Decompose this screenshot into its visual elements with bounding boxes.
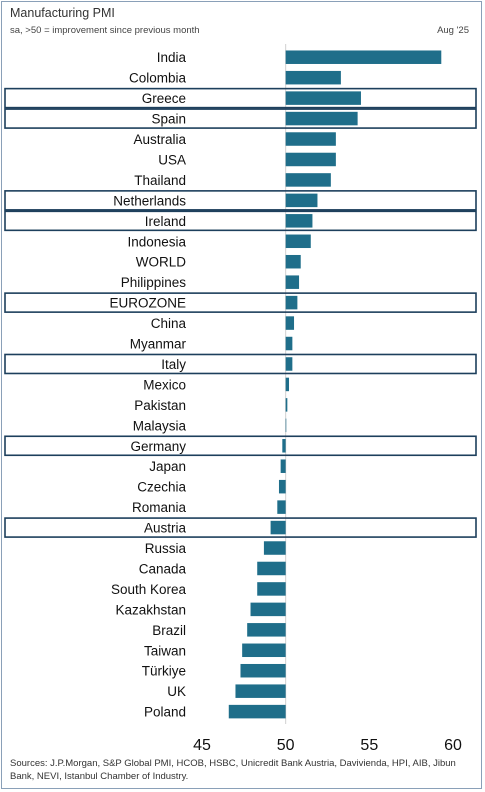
category-label-spain: Spain xyxy=(151,112,186,127)
bar-poland xyxy=(228,704,286,719)
bar-greece xyxy=(285,91,361,105)
highlight-box-netherlands xyxy=(4,190,477,211)
bar-taiwan xyxy=(242,643,286,658)
category-label-mexico: Mexico xyxy=(143,377,186,392)
category-label-taiwan: Taiwan xyxy=(144,643,186,658)
category-label-myanmar: Myanmar xyxy=(130,337,187,352)
x-tick-label-60: 60 xyxy=(444,737,462,754)
category-label-south-korea: South Korea xyxy=(111,582,187,597)
bar-t-rkiye xyxy=(240,663,286,678)
category-label-czechia: Czechia xyxy=(137,480,186,495)
bar-japan xyxy=(280,459,286,473)
bar-eurozone xyxy=(285,295,298,310)
x-tick-label-55: 55 xyxy=(360,737,378,754)
bar-malaysia xyxy=(285,418,287,433)
category-label-philippines: Philippines xyxy=(121,275,187,290)
category-label-t-rkiye: Türkiye xyxy=(142,664,186,679)
bar-mexico xyxy=(285,377,290,392)
bar-china xyxy=(285,316,295,330)
bar-spain xyxy=(285,111,358,126)
sources-note: Sources: J.P.Morgan, S&P Global PMI, HCO… xyxy=(10,758,456,782)
category-label-usa: USA xyxy=(158,152,186,167)
bar-world xyxy=(285,254,301,269)
category-label-romania: Romania xyxy=(132,500,187,515)
category-label-eurozone: EUROZONE xyxy=(109,296,186,311)
x-tick-label-45: 45 xyxy=(193,737,211,754)
bar-colombia xyxy=(285,70,341,85)
bar-indonesia xyxy=(285,234,311,249)
bar-romania xyxy=(277,500,286,514)
bar-usa xyxy=(285,152,336,167)
category-label-china: China xyxy=(151,316,187,331)
bar-netherlands xyxy=(285,193,318,208)
chart-date: Aug '25 xyxy=(437,25,469,36)
category-label-italy: Italy xyxy=(161,357,186,372)
bar-kazakhstan xyxy=(250,602,286,617)
bar-germany xyxy=(282,439,286,453)
category-label-australia: Australia xyxy=(133,132,186,147)
bar-uk xyxy=(235,684,286,698)
category-label-world: WORLD xyxy=(136,255,187,270)
category-label-indonesia: Indonesia xyxy=(127,234,186,249)
category-label-poland: Poland xyxy=(144,705,186,720)
chart-subtitle: sa, >50 = improvement since previous mon… xyxy=(10,25,200,36)
category-label-thailand: Thailand xyxy=(134,173,186,188)
category-label-germany: Germany xyxy=(130,439,186,454)
highlight-box-ireland xyxy=(4,210,477,232)
highlight-box-germany xyxy=(4,435,477,457)
category-label-kazakhstan: Kazakhstan xyxy=(115,602,186,617)
bar-thailand xyxy=(285,173,331,187)
bar-russia xyxy=(263,541,286,555)
highlight-box-italy xyxy=(4,353,477,375)
bar-ireland xyxy=(285,214,313,228)
category-label-india: India xyxy=(157,50,187,65)
category-label-brazil: Brazil xyxy=(152,623,186,638)
x-tick-label-50: 50 xyxy=(277,737,295,754)
bar-austria xyxy=(270,520,286,535)
bar-philippines xyxy=(285,275,300,289)
highlight-box-greece xyxy=(4,87,477,109)
bar-italy xyxy=(285,357,293,371)
bar-myanmar xyxy=(285,336,293,351)
bar-pakistan xyxy=(285,398,288,412)
bar-australia xyxy=(285,132,336,146)
bar-india xyxy=(285,50,442,64)
bar-czechia xyxy=(278,479,286,494)
category-label-ireland: Ireland xyxy=(145,214,186,229)
highlight-box-spain xyxy=(4,108,477,129)
highlight-box-eurozone xyxy=(4,292,477,313)
highlight-box-austria xyxy=(4,517,477,538)
bar-brazil xyxy=(247,623,286,637)
category-label-japan: Japan xyxy=(149,459,186,474)
category-label-austria: Austria xyxy=(144,521,187,536)
category-label-pakistan: Pakistan xyxy=(134,398,186,413)
chart-title: Manufacturing PMI xyxy=(10,6,115,20)
category-label-canada: Canada xyxy=(139,561,187,576)
category-label-greece: Greece xyxy=(142,91,186,106)
bar-canada xyxy=(257,561,286,576)
category-label-malaysia: Malaysia xyxy=(133,418,187,433)
category-label-russia: Russia xyxy=(145,541,187,556)
category-label-uk: UK xyxy=(167,684,186,699)
bar-south-korea xyxy=(257,582,286,596)
category-label-netherlands: Netherlands xyxy=(113,193,186,208)
category-label-colombia: Colombia xyxy=(129,71,187,86)
